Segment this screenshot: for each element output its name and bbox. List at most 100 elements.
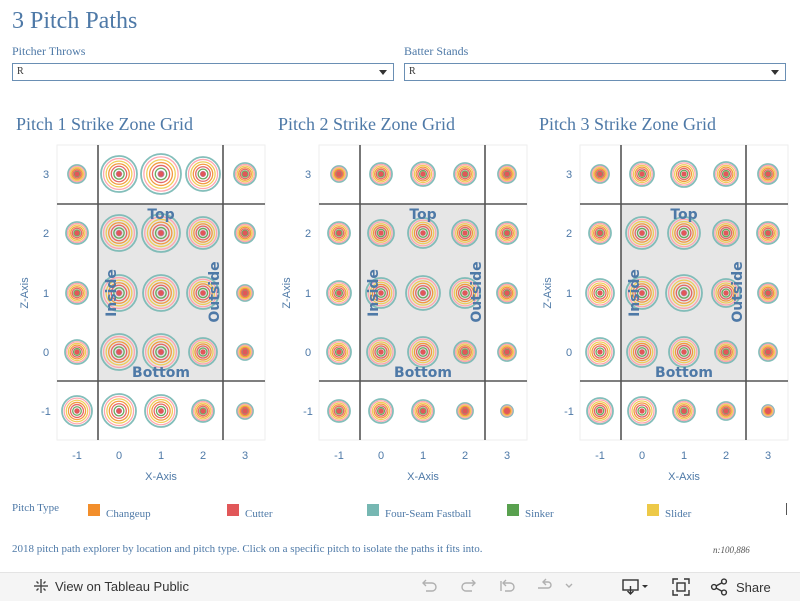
pitch-location-marker[interactable] bbox=[144, 394, 178, 428]
pitch-location-marker[interactable] bbox=[667, 216, 701, 250]
pitch-ring bbox=[498, 165, 516, 183]
pitch-location-marker[interactable] bbox=[626, 336, 658, 368]
view-on-tableau-public-button[interactable]: View on Tableau Public bbox=[33, 578, 189, 594]
pitch-location-marker[interactable] bbox=[365, 277, 397, 309]
legend-item-cutter[interactable]: Cutter bbox=[227, 504, 273, 520]
pitch-location-marker[interactable] bbox=[101, 393, 137, 429]
pitch-ring bbox=[456, 343, 474, 361]
pitch-location-marker[interactable] bbox=[585, 278, 615, 308]
pitch-location-marker[interactable] bbox=[758, 342, 778, 362]
legend-item-changeup[interactable]: Changeup bbox=[88, 504, 151, 520]
pitch-location-marker[interactable] bbox=[326, 339, 352, 365]
pitch-location-marker[interactable] bbox=[411, 399, 435, 423]
undo-button[interactable] bbox=[420, 578, 438, 594]
pitch-location-marker[interactable] bbox=[65, 281, 89, 305]
pitch-location-marker[interactable] bbox=[714, 340, 738, 364]
pitch-location-marker[interactable] bbox=[627, 396, 657, 426]
pitch-location-marker[interactable] bbox=[236, 343, 254, 361]
pitch-location-marker[interactable] bbox=[142, 333, 180, 371]
pitch-ring bbox=[502, 288, 512, 298]
pitch-location-marker[interactable] bbox=[711, 278, 741, 308]
legend-item-four-seam-fastball[interactable]: Four-Seam Fastball bbox=[367, 504, 471, 520]
pitch-location-marker[interactable] bbox=[330, 165, 348, 183]
pitch-location-marker[interactable] bbox=[67, 164, 87, 184]
pitch-location-marker[interactable] bbox=[588, 221, 612, 245]
pitch-location-marker[interactable] bbox=[186, 276, 220, 310]
pitch-dot bbox=[765, 171, 771, 177]
pitch-location-marker[interactable] bbox=[234, 222, 256, 244]
pitch-location-marker[interactable] bbox=[629, 161, 655, 187]
pitch-location-marker[interactable] bbox=[757, 163, 779, 185]
legend-item-sinker[interactable]: Sinker bbox=[507, 504, 554, 520]
pitch-location-marker[interactable] bbox=[451, 219, 479, 247]
batter-stands-dropdown[interactable]: R bbox=[404, 63, 786, 81]
share-button[interactable]: Share bbox=[710, 578, 771, 596]
pitch-location-marker[interactable] bbox=[327, 399, 351, 423]
pitch-location-marker[interactable] bbox=[668, 336, 700, 368]
pitch-location-marker[interactable] bbox=[142, 274, 180, 312]
pitcher-throws-dropdown[interactable]: R bbox=[12, 63, 394, 81]
pitch-location-marker[interactable] bbox=[65, 221, 89, 245]
pitch-location-marker[interactable] bbox=[100, 155, 138, 193]
pitch-ring bbox=[113, 346, 125, 358]
pitch-location-marker[interactable] bbox=[672, 399, 696, 423]
pitch-location-marker[interactable] bbox=[366, 337, 396, 367]
pitch-location-marker[interactable] bbox=[369, 162, 393, 186]
pitch-location-marker[interactable] bbox=[495, 221, 519, 245]
pitch-location-marker[interactable] bbox=[100, 214, 138, 252]
pitch-location-marker[interactable] bbox=[233, 162, 257, 186]
pitch-location-marker[interactable] bbox=[407, 217, 439, 249]
pitch-location-marker[interactable] bbox=[670, 160, 698, 188]
redo-button[interactable] bbox=[460, 578, 478, 594]
pitch-location-marker[interactable] bbox=[625, 276, 659, 310]
pitch-location-marker[interactable] bbox=[61, 395, 93, 427]
pitch-location-marker[interactable] bbox=[456, 402, 474, 420]
download-button[interactable] bbox=[622, 578, 652, 596]
pitch-location-marker[interactable] bbox=[100, 274, 138, 312]
pitch-location-marker[interactable] bbox=[236, 284, 254, 302]
pitch-location-marker[interactable] bbox=[625, 216, 659, 250]
pitch-location-marker[interactable] bbox=[713, 161, 739, 187]
pitch-location-marker[interactable] bbox=[453, 162, 477, 186]
pitch-location-marker[interactable] bbox=[497, 164, 517, 184]
pitch-location-marker[interactable] bbox=[236, 402, 254, 420]
pitch-location-marker[interactable] bbox=[140, 153, 182, 195]
pitch-location-marker[interactable] bbox=[449, 277, 481, 309]
pitch-location-marker[interactable] bbox=[585, 337, 615, 367]
pitch-location-marker[interactable] bbox=[496, 282, 518, 304]
pitch-location-marker[interactable] bbox=[191, 399, 215, 423]
pitch-location-marker[interactable] bbox=[368, 398, 394, 424]
pitch-ring bbox=[629, 161, 655, 187]
pitch-location-marker[interactable] bbox=[141, 213, 181, 253]
pitch-location-marker[interactable] bbox=[186, 216, 220, 250]
pitch-location-marker[interactable] bbox=[185, 156, 221, 192]
pitch-location-marker[interactable] bbox=[188, 337, 218, 367]
revert-button[interactable] bbox=[498, 578, 516, 594]
pitch-location-marker[interactable] bbox=[410, 161, 436, 187]
pitch-dot bbox=[378, 171, 384, 177]
pitch-location-marker[interactable] bbox=[716, 401, 736, 421]
pitch-location-marker[interactable] bbox=[761, 404, 775, 418]
pitch-location-marker[interactable] bbox=[407, 336, 439, 368]
pitch-location-marker[interactable] bbox=[100, 333, 138, 371]
pitch-location-marker[interactable] bbox=[326, 280, 352, 306]
pitch-location-marker[interactable] bbox=[590, 164, 610, 184]
legend-scroll-indicator bbox=[786, 503, 787, 515]
pitch-location-marker[interactable] bbox=[497, 342, 517, 362]
pitch-location-marker[interactable] bbox=[327, 221, 351, 245]
pitch-location-marker[interactable] bbox=[453, 340, 477, 364]
pitch-location-marker[interactable] bbox=[405, 275, 441, 311]
pitch-location-marker[interactable] bbox=[500, 404, 514, 418]
pitch-location-marker[interactable] bbox=[665, 274, 703, 312]
pitch-location-marker[interactable] bbox=[756, 221, 780, 245]
fullscreen-button[interactable] bbox=[672, 578, 690, 596]
pitch-location-marker[interactable] bbox=[367, 219, 395, 247]
zone-label-outside: Outside bbox=[207, 261, 223, 322]
pitch-location-marker[interactable] bbox=[757, 282, 779, 304]
pitch-ring bbox=[593, 345, 607, 359]
pitch-location-marker[interactable] bbox=[712, 219, 740, 247]
pitch-location-marker[interactable] bbox=[586, 397, 614, 425]
pitch-location-marker[interactable] bbox=[64, 339, 90, 365]
refresh-button[interactable] bbox=[536, 578, 576, 594]
legend-item-slider[interactable]: Slider bbox=[647, 504, 691, 520]
